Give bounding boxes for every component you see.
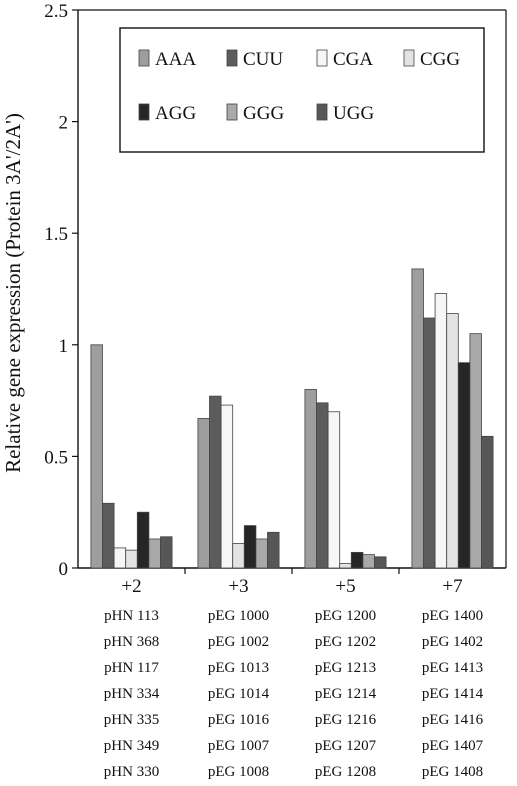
legend-swatch-aaa xyxy=(138,49,150,67)
bar-cuu-1 xyxy=(209,395,222,569)
plasmid-label: pHN 368 xyxy=(104,634,159,650)
x-category-label: +3 xyxy=(228,576,248,597)
plasmid-label: pEG 1207 xyxy=(315,738,377,754)
bar-cga-3 xyxy=(434,293,448,569)
plasmid-label: pEG 1016 xyxy=(208,712,270,728)
legend-label-cgg: CGG xyxy=(420,49,460,70)
plasmid-label: pEG 1213 xyxy=(315,660,376,676)
bar-aaa-2 xyxy=(304,389,317,569)
legend-label-cga: CGA xyxy=(333,49,373,70)
x-category-label: +2 xyxy=(121,576,141,597)
bar-cga-1 xyxy=(220,404,234,569)
bar-cgg-2 xyxy=(339,563,352,569)
bar-agg-0 xyxy=(136,511,150,569)
legend-label-ggg: GGG xyxy=(243,103,284,124)
bar-ggg-1 xyxy=(255,538,268,569)
legend-swatch-cga xyxy=(316,49,328,67)
plasmid-label: pEG 1402 xyxy=(422,634,483,650)
bar-ggg-2 xyxy=(362,554,375,569)
plasmid-label: pHN 335 xyxy=(104,712,159,728)
plasmid-label: pHN 117 xyxy=(104,660,159,676)
plasmid-label: pEG 1008 xyxy=(208,764,269,780)
legend-label-ugg: UGG xyxy=(333,103,374,124)
bar-aaa-0 xyxy=(90,344,103,569)
y-axis-label: Relative gene expression (Protein 3A'/2A… xyxy=(1,113,25,473)
legend-label-aaa: AAA xyxy=(155,49,196,70)
y-tick-label: 0.5 xyxy=(44,447,68,468)
plasmid-label: pEG 1414 xyxy=(422,686,484,702)
plasmid-label: pEG 1200 xyxy=(315,608,376,624)
y-tick-label: 2 xyxy=(59,113,69,134)
bar-aaa-3 xyxy=(411,268,424,569)
plasmid-label: pEG 1407 xyxy=(422,738,484,754)
bar-ugg-1 xyxy=(267,531,280,569)
legend-swatch-cuu xyxy=(226,49,238,67)
legend-swatch-ggg xyxy=(226,103,238,121)
bar-agg-2 xyxy=(350,551,364,569)
bar-cgg-0 xyxy=(125,549,138,569)
bar-ugg-3 xyxy=(481,435,494,569)
plasmid-label: pEG 1208 xyxy=(315,764,376,780)
x-category-label: +5 xyxy=(335,576,355,597)
y-tick-label: 2.5 xyxy=(44,1,68,22)
bar-ggg-0 xyxy=(148,538,161,569)
plasmid-label: pEG 1202 xyxy=(315,634,376,650)
bar-agg-1 xyxy=(243,525,257,569)
x-category-label: +7 xyxy=(442,576,462,597)
bar-cgg-1 xyxy=(232,543,245,569)
plasmid-label: pHN 330 xyxy=(104,764,159,780)
plasmid-label: pEG 1216 xyxy=(315,712,377,728)
y-tick-label: 0 xyxy=(59,559,69,580)
plasmid-label: pEG 1413 xyxy=(422,660,483,676)
y-tick-label: 1.5 xyxy=(44,224,68,245)
plasmid-label: pEG 1014 xyxy=(208,686,270,702)
legend-box xyxy=(119,27,485,153)
bar-cga-2 xyxy=(327,411,341,569)
plasmid-label: pEG 1007 xyxy=(208,738,270,754)
bar-aaa-1 xyxy=(197,418,210,569)
bar-cuu-3 xyxy=(423,317,436,569)
y-tick-label: 1 xyxy=(59,336,69,357)
plasmid-label: pHN 113 xyxy=(104,608,159,624)
bar-ugg-2 xyxy=(374,556,387,569)
legend-swatch-agg xyxy=(138,103,150,121)
plasmid-label: pHN 334 xyxy=(104,686,160,702)
bar-cuu-2 xyxy=(316,402,329,569)
plasmid-label: pEG 1013 xyxy=(208,660,269,676)
bar-cga-0 xyxy=(113,547,127,569)
bar-cgg-3 xyxy=(446,313,459,569)
plasmid-label: pEG 1416 xyxy=(422,712,484,728)
legend-swatch-ugg xyxy=(316,103,328,121)
legend-swatch-cgg xyxy=(403,49,415,67)
plasmid-label: pEG 1408 xyxy=(422,764,483,780)
plasmid-label: pEG 1002 xyxy=(208,634,269,650)
bar-cuu-0 xyxy=(102,502,115,569)
plasmid-label: pEG 1000 xyxy=(208,608,269,624)
plasmid-label: pEG 1400 xyxy=(422,608,483,624)
bar-ggg-3 xyxy=(469,333,482,569)
legend-label-agg: AGG xyxy=(155,103,196,124)
bar-agg-3 xyxy=(457,362,471,569)
bar-ugg-0 xyxy=(160,536,173,569)
plasmid-label: pHN 349 xyxy=(104,738,159,754)
legend-label-cuu: CUU xyxy=(243,49,283,70)
plasmid-label: pEG 1214 xyxy=(315,686,377,702)
